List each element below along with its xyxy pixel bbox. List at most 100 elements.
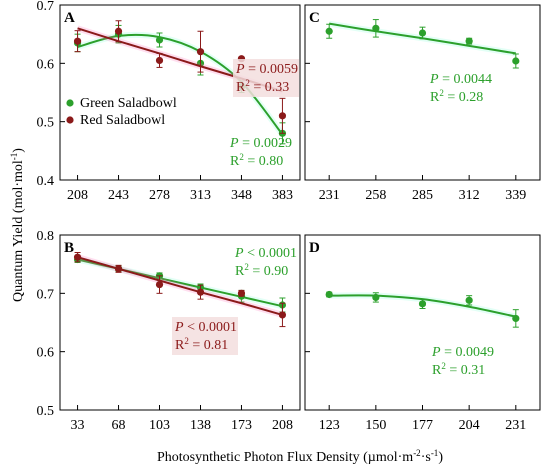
data-point	[465, 296, 473, 304]
data-point	[372, 24, 380, 32]
r-superscript: 2	[441, 361, 446, 371]
panel-frame	[59, 4, 301, 181]
x-tick-label: 68	[112, 418, 126, 433]
x-axis-label-sup1: -2	[413, 448, 421, 458]
y-axis-label-main: Quantum Yield (mol·mol	[11, 160, 26, 302]
r2-value: = 0.90	[249, 264, 288, 279]
p-value-annotation: P < 0.0001	[174, 320, 237, 335]
p-symbol: P	[229, 136, 239, 151]
x-tick-label: 231	[505, 418, 526, 433]
y-tick-label: 0.6	[37, 346, 55, 361]
data-point	[114, 27, 123, 35]
x-tick-label: 348	[231, 188, 252, 203]
r-superscript: 2	[184, 336, 189, 346]
p-value-annotation: P = 0.0044	[429, 72, 492, 87]
data-point	[196, 288, 205, 296]
x-tick-label: 177	[412, 418, 433, 433]
data-point	[155, 36, 164, 44]
p-value: < 0.0001	[244, 246, 297, 261]
r-symbol: R	[230, 154, 240, 169]
x-axis-label-sup2: -1	[431, 448, 439, 458]
r-symbol: R	[430, 90, 440, 105]
x-tick-label: 150	[365, 418, 386, 433]
p-symbol: P	[431, 345, 441, 360]
data-point	[196, 48, 205, 56]
panel-letter: A	[64, 10, 75, 26]
data-point	[155, 56, 164, 65]
p-symbol: P	[429, 72, 439, 87]
panel-letter: B	[64, 240, 74, 256]
data-point	[325, 290, 333, 299]
data-point	[114, 265, 123, 273]
y-tick-label: 0.7	[37, 287, 55, 302]
p-value-annotation: P = 0.0059	[235, 62, 298, 77]
x-tick-label: 208	[272, 418, 293, 433]
panel-letter: C	[309, 10, 320, 26]
x-tick-label: 313	[190, 188, 211, 203]
x-tick-label: 383	[272, 188, 293, 203]
x-tick-label: 231	[319, 188, 340, 203]
r-symbol: R	[236, 80, 246, 95]
y-tick-label: 0.4	[37, 174, 55, 189]
x-tick-label: 123	[319, 418, 340, 433]
r-superscript: 2	[439, 88, 444, 98]
data-point	[512, 314, 520, 323]
r2-annotation: R2 = 0.33	[236, 78, 289, 95]
r2-value: = 0.80	[244, 154, 283, 169]
annotation-background	[172, 317, 238, 355]
x-tick-label: 258	[365, 188, 386, 203]
r-symbol: R	[432, 363, 442, 378]
x-tick-label: 339	[505, 188, 526, 203]
panel-d: D 123 150 177 204 231 P = 0.0049 R2 = 0.31	[304, 234, 541, 433]
r-symbol: R	[235, 264, 245, 279]
data-point	[73, 253, 82, 261]
y-tick-label: 0.8	[37, 229, 55, 244]
panel-a: A 0.4 0.5 0.6 0.7 208 243 278 313 348 383 P = 0.002…	[37, 0, 301, 203]
y-tick-label: 0.5	[37, 116, 55, 131]
r2-annotation: R2 = 0.90	[235, 262, 288, 279]
fit-line	[77, 256, 283, 316]
data-point	[372, 293, 380, 302]
p-value-annotation: P = 0.0049	[431, 345, 494, 360]
p-symbol: P	[234, 246, 244, 261]
r2-value: = 0.31	[446, 363, 485, 378]
panel-letter: D	[309, 240, 320, 256]
data-point	[278, 311, 287, 319]
x-tick-label: 138	[190, 418, 211, 433]
r-superscript: 2	[239, 152, 244, 162]
x-axis-label: Photosynthetic Photon Flux Density (µmol…	[157, 448, 443, 465]
p-value: = 0.0059	[245, 62, 298, 77]
y-tick-label: 0.7	[37, 0, 55, 14]
r-superscript: 2	[245, 78, 250, 88]
legend: Green Saladbowl Red Saladbowl	[66, 96, 177, 128]
x-tick-label: 285	[412, 188, 433, 203]
r2-annotation: R2 = 0.80	[230, 152, 283, 169]
p-value-annotation: P = 0.0029	[229, 136, 292, 151]
r-superscript: 2	[244, 262, 249, 272]
x-tick-label: 278	[149, 188, 170, 203]
legend-marker	[66, 116, 74, 124]
x-axis-label-mid: ·s	[421, 450, 431, 465]
p-value: = 0.0049	[441, 345, 494, 360]
y-tick-label: 0.5	[37, 404, 55, 419]
legend-label: Red Saladbowl	[80, 113, 165, 128]
legend-label: Green Saladbowl	[80, 96, 177, 111]
x-tick-label: 103	[149, 418, 170, 433]
x-tick-label: 312	[459, 188, 480, 203]
r-symbol: R	[175, 338, 185, 353]
panels-layer: A 0.4 0.5 0.6 0.7 208 243 278 313 348 383 P = 0.002…	[37, 0, 541, 433]
annotation-background	[233, 59, 299, 97]
data-point	[418, 29, 427, 37]
x-axis-label-main: Photosynthetic Photon Flux Density (µmol…	[157, 450, 413, 465]
x-tick-label: 33	[71, 418, 85, 433]
legend-marker	[66, 99, 74, 107]
data-point	[237, 289, 246, 297]
x-tick-label: 204	[459, 418, 480, 433]
